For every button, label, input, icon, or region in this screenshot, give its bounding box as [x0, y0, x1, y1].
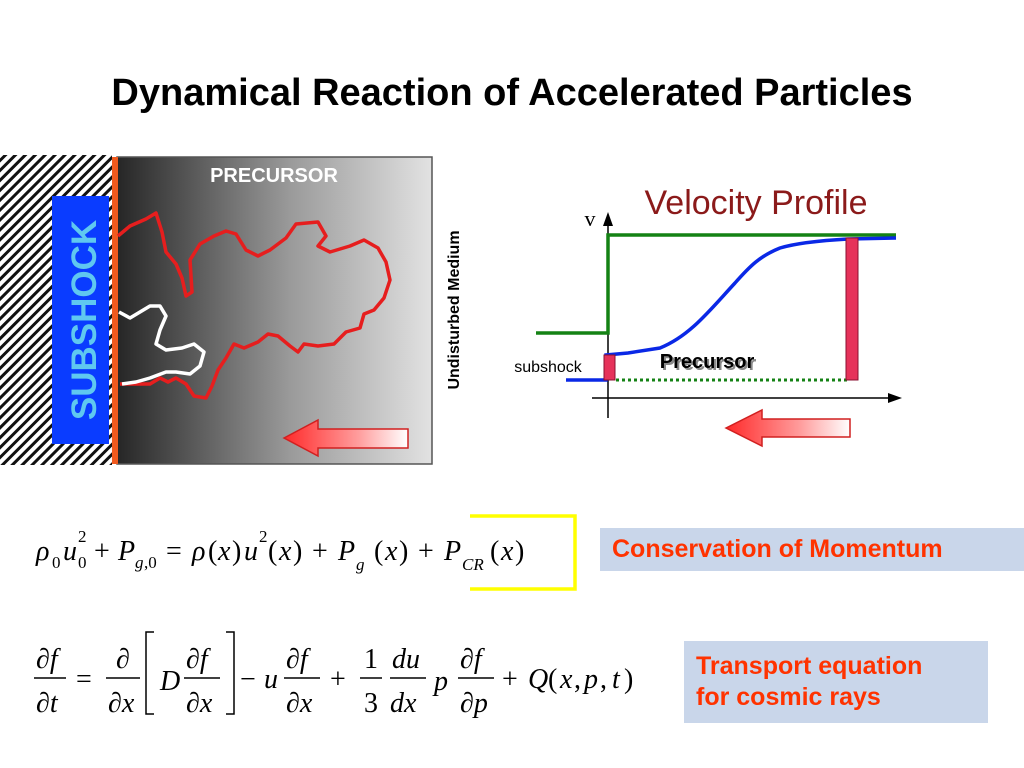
svg-text:ρ: ρ: [35, 536, 49, 567]
svg-text:D: D: [159, 666, 180, 697]
svg-text:g: g: [356, 555, 365, 574]
velocity-profile-title: Velocity Profile: [645, 184, 868, 222]
svg-text:): ): [293, 536, 302, 567]
svg-text:(: (: [548, 664, 557, 695]
precursor-shadow-label: Precursor: [662, 353, 757, 375]
svg-text:,0: ,0: [144, 553, 157, 572]
flow-arrow-left: [282, 418, 409, 458]
svg-text:+: +: [418, 536, 434, 567]
page-title: Dynamical Reaction of Accelerated Partic…: [111, 72, 913, 114]
subshock-small-label: subshock: [514, 359, 583, 376]
svg-text:du: du: [392, 644, 420, 675]
svg-text:3: 3: [364, 688, 378, 719]
transport-equation-label-line1: Transport equation: [696, 652, 923, 680]
svg-text:,: ,: [600, 664, 607, 695]
shock-front-line: [112, 157, 118, 464]
subshock-label-box: [52, 196, 109, 444]
svg-text:−: −: [240, 664, 256, 695]
svg-text:(: (: [208, 536, 217, 567]
shock-diagram: SUBSHOCK PRECURSOR Undisturbed Medium: [0, 155, 463, 465]
pcr-highlight-bracket: [470, 514, 577, 591]
svg-text:0: 0: [52, 553, 61, 572]
svg-text:2: 2: [78, 527, 87, 546]
svg-text:∂x: ∂x: [108, 688, 135, 719]
svg-text:): ): [399, 536, 408, 567]
svg-text:u: u: [63, 536, 77, 567]
svg-text:x: x: [500, 536, 514, 567]
svg-text:u: u: [264, 664, 278, 695]
svg-text:2: 2: [259, 527, 268, 546]
svg-text:(: (: [374, 536, 383, 567]
svg-text:P: P: [337, 536, 355, 567]
y-axis-arrowhead: [603, 212, 613, 226]
flow-arrow-right: [724, 408, 851, 448]
svg-text:∂: ∂: [116, 644, 130, 675]
transport-equation-label-line2: for cosmic rays: [696, 683, 881, 711]
precursor-edge-marker: [845, 237, 859, 381]
undisturbed-medium-label: Undisturbed Medium: [446, 230, 463, 389]
svg-text:g: g: [135, 553, 144, 572]
conservation-of-momentum-label: Conservation of Momentum: [600, 528, 1024, 571]
svg-text:): ): [624, 664, 633, 695]
svg-text:ρ: ρ: [191, 536, 205, 567]
precursor-region: [116, 156, 433, 465]
subshock-marker: [603, 354, 616, 381]
x-axis-arrowhead: [888, 393, 902, 403]
svg-text:+: +: [94, 536, 110, 567]
svg-text:=: =: [166, 536, 182, 567]
svg-text:1: 1: [364, 644, 378, 675]
precursor-label: PRECURSOR: [210, 165, 338, 187]
svg-text:CR: CR: [462, 555, 484, 574]
svg-text:Q: Q: [528, 664, 548, 695]
svg-text:+: +: [502, 664, 518, 695]
blue-smooth-profile: [566, 236, 897, 382]
svg-text:∂f: ∂f: [286, 644, 311, 675]
svg-text:+: +: [330, 664, 346, 695]
velocity-axis-label: v: [585, 206, 596, 231]
svg-text:): ): [515, 536, 524, 567]
svg-text:): ): [232, 536, 241, 567]
svg-text:=: =: [76, 664, 92, 695]
svg-text:u: u: [244, 536, 258, 567]
svg-text:(: (: [490, 536, 499, 567]
svg-text:t: t: [612, 664, 621, 695]
svg-text:x: x: [217, 536, 231, 567]
svg-text:x: x: [278, 536, 292, 567]
svg-text:x: x: [384, 536, 398, 567]
svg-text:∂p: ∂p: [460, 688, 488, 719]
subshock-label: SUBSHOCK: [65, 220, 104, 420]
svg-text:x: x: [559, 664, 573, 695]
particle-trajectory-red: [116, 211, 392, 400]
svg-text:+: +: [312, 536, 328, 567]
svg-text:∂f: ∂f: [186, 644, 211, 675]
transport-equation: ∂f ∂t = ∂ ∂x D ∂f ∂x − u ∂f ∂x + 1 3 du …: [34, 631, 633, 719]
svg-text:p: p: [432, 666, 448, 697]
svg-text:∂f: ∂f: [36, 644, 61, 675]
momentum-equation: ρ 0 u 2 0 + P g ,0 = ρ ( x ) u 2 ( x ) +…: [35, 527, 524, 574]
svg-text:P: P: [443, 536, 461, 567]
precursor-profile-label: Precursor: [660, 351, 755, 373]
svg-text:∂f: ∂f: [460, 644, 485, 675]
svg-text:∂x: ∂x: [186, 688, 213, 719]
particle-trajectory-white: [118, 304, 206, 386]
svg-text:(: (: [268, 536, 277, 567]
svg-text:p: p: [582, 664, 598, 695]
svg-text:P: P: [117, 536, 135, 567]
transport-equation-label-box: Transport equation for cosmic rays: [684, 641, 988, 723]
svg-text:0: 0: [78, 553, 87, 572]
svg-text:∂t: ∂t: [36, 688, 59, 719]
velocity-profile-diagram: Velocity Profile v subshock Precursor Pr…: [514, 184, 902, 448]
svg-text:∂x: ∂x: [286, 688, 313, 719]
svg-text:dx: dx: [390, 688, 417, 719]
svg-text:,: ,: [574, 664, 581, 695]
green-step-profile: [536, 233, 896, 335]
